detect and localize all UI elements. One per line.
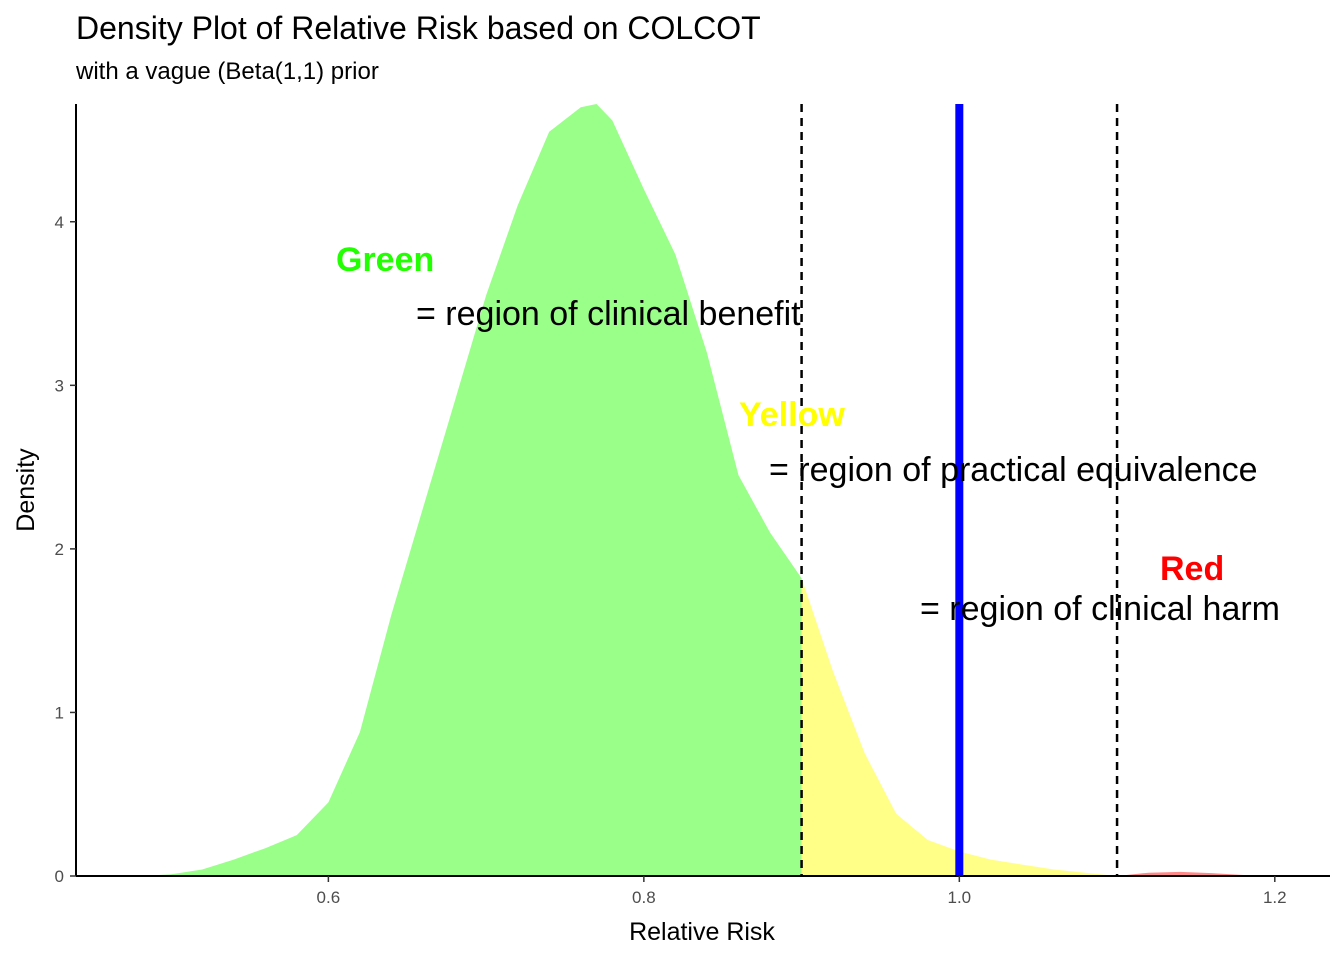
annotation-green-text: = region of clinical benefit [416,295,801,333]
density-regions [139,104,1275,876]
x-tick-label: 1.2 [1263,888,1287,907]
axes: 0.6 0.8 1.0 1.2 0 1 2 3 4 [55,104,1330,907]
x-tick-label: 0.6 [317,888,341,907]
annotation-red-keyword: Red [1160,550,1224,588]
reference-lines [800,104,1119,876]
x-axis-title: Relative Risk [629,918,775,946]
region-yellow [801,578,1118,876]
chart-title: Density Plot of Relative Risk based on C… [76,10,761,46]
annotation-yellow-text: = region of practical equivalence [769,451,1258,489]
region-red [1117,871,1275,876]
y-axis-title: Density [12,448,40,532]
y-tick-label: 0 [55,867,64,886]
y-tick-label: 3 [55,376,64,395]
x-tick-label: 1.0 [948,888,972,907]
annotation-red-text: = region of clinical harm [920,590,1280,628]
region-green [139,104,802,876]
annotation-green-keyword: Green [336,241,434,279]
y-tick-label: 2 [55,540,64,559]
annotations: Green = region of clinical benefit Yello… [336,241,1280,628]
y-tick-label: 1 [55,703,64,722]
y-tick-label: 4 [55,213,64,232]
x-tick-label: 0.8 [632,888,656,907]
chart-subtitle: with a vague (Beta(1,1) prior [76,58,379,85]
annotation-yellow-keyword: Yellow [739,396,845,434]
